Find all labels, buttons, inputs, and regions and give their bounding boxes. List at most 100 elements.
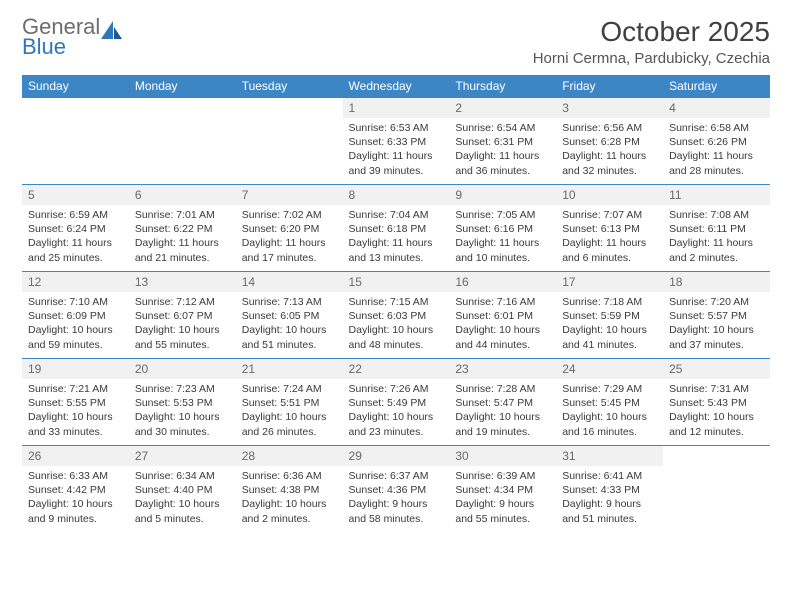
day-info-line: and 55 minutes. [135,338,230,352]
day-info-line: Sunset: 6:11 PM [669,222,764,236]
weekday-header: Friday [556,75,663,98]
day-info-line: Sunrise: 6:54 AM [455,121,550,135]
day-info-line: Daylight: 10 hours [669,323,764,337]
weekday-header-row: Sunday Monday Tuesday Wednesday Thursday… [22,75,770,98]
day-info: Sunrise: 7:20 AMSunset: 5:57 PMDaylight:… [663,292,770,358]
day-info: Sunrise: 7:08 AMSunset: 6:11 PMDaylight:… [663,205,770,271]
calendar-cell: 16Sunrise: 7:16 AMSunset: 6:01 PMDayligh… [449,272,556,359]
calendar-cell: 21Sunrise: 7:24 AMSunset: 5:51 PMDayligh… [236,359,343,446]
day-info-line: Sunrise: 6:33 AM [28,469,123,483]
day-info-line: and 36 minutes. [455,164,550,178]
day-info: Sunrise: 6:59 AMSunset: 6:24 PMDaylight:… [22,205,129,271]
day-number: 25 [663,359,770,379]
day-info-line: Daylight: 10 hours [28,410,123,424]
day-info: Sunrise: 6:56 AMSunset: 6:28 PMDaylight:… [556,118,663,184]
day-info-line: and 51 minutes. [562,512,657,526]
day-info-line: Sunset: 6:22 PM [135,222,230,236]
calendar-cell: 26Sunrise: 6:33 AMSunset: 4:42 PMDayligh… [22,446,129,533]
day-info-line: and 23 minutes. [349,425,444,439]
day-info-line: Sunrise: 7:10 AM [28,295,123,309]
day-info-line: Sunset: 4:40 PM [135,483,230,497]
day-info-line: and 17 minutes. [242,251,337,265]
day-info-line: Sunset: 4:34 PM [455,483,550,497]
day-info: Sunrise: 6:54 AMSunset: 6:31 PMDaylight:… [449,118,556,184]
day-info: Sunrise: 7:29 AMSunset: 5:45 PMDaylight:… [556,379,663,445]
day-number: 28 [236,446,343,466]
day-number: 18 [663,272,770,292]
location-text: Horni Cermna, Pardubicky, Czechia [533,50,770,67]
calendar-cell: 0x [129,98,236,185]
day-info-line: Daylight: 10 hours [242,497,337,511]
day-info-line: and 9 minutes. [28,512,123,526]
day-info-line: Daylight: 10 hours [669,410,764,424]
day-info-line: and 30 minutes. [135,425,230,439]
day-info-line: Sunrise: 7:15 AM [349,295,444,309]
day-info-line: Sunrise: 7:29 AM [562,382,657,396]
day-info-line: Sunrise: 7:01 AM [135,208,230,222]
day-info-line: Sunset: 4:42 PM [28,483,123,497]
calendar-cell: 18Sunrise: 7:20 AMSunset: 5:57 PMDayligh… [663,272,770,359]
day-info-line: Sunrise: 7:26 AM [349,382,444,396]
calendar-table: Sunday Monday Tuesday Wednesday Thursday… [22,75,770,532]
day-info-line: Daylight: 11 hours [562,236,657,250]
day-number: 24 [556,359,663,379]
day-info-line: and 55 minutes. [455,512,550,526]
calendar-cell: 30Sunrise: 6:39 AMSunset: 4:34 PMDayligh… [449,446,556,533]
day-info: Sunrise: 7:21 AMSunset: 5:55 PMDaylight:… [22,379,129,445]
weekday-header: Wednesday [343,75,450,98]
day-number: 10 [556,185,663,205]
day-info-line: Sunset: 6:01 PM [455,309,550,323]
day-info-line: Sunrise: 7:20 AM [669,295,764,309]
day-info-line: Sunset: 5:43 PM [669,396,764,410]
calendar-cell: 14Sunrise: 7:13 AMSunset: 6:05 PMDayligh… [236,272,343,359]
day-info-line: Sunset: 5:47 PM [455,396,550,410]
calendar-cell: 6Sunrise: 7:01 AMSunset: 6:22 PMDaylight… [129,185,236,272]
day-info-line: Sunrise: 7:23 AM [135,382,230,396]
calendar-cell: 1Sunrise: 6:53 AMSunset: 6:33 PMDaylight… [343,98,450,185]
day-info-line: Sunrise: 7:13 AM [242,295,337,309]
day-info-line: and 39 minutes. [349,164,444,178]
weekday-header: Tuesday [236,75,343,98]
calendar-row: 0x0x0x1Sunrise: 6:53 AMSunset: 6:33 PMDa… [22,98,770,185]
day-info-line: and 19 minutes. [455,425,550,439]
day-number: 13 [129,272,236,292]
day-info: Sunrise: 7:26 AMSunset: 5:49 PMDaylight:… [343,379,450,445]
day-info-line: Sunset: 6:20 PM [242,222,337,236]
calendar-cell: 0x [236,98,343,185]
day-number: 17 [556,272,663,292]
day-info-line: Sunrise: 6:56 AM [562,121,657,135]
day-number: 11 [663,185,770,205]
day-number: 14 [236,272,343,292]
day-info-line: Daylight: 10 hours [242,323,337,337]
day-info-line: Sunset: 6:16 PM [455,222,550,236]
day-info-line: Daylight: 9 hours [455,497,550,511]
day-info-line: Sunset: 6:28 PM [562,135,657,149]
weekday-header: Saturday [663,75,770,98]
day-info-line: Sunset: 5:53 PM [135,396,230,410]
day-info-line: Daylight: 11 hours [242,236,337,250]
day-info: Sunrise: 7:23 AMSunset: 5:53 PMDaylight:… [129,379,236,445]
day-info-line: Daylight: 11 hours [455,236,550,250]
day-info-line: Sunset: 4:33 PM [562,483,657,497]
calendar-cell: 31Sunrise: 6:41 AMSunset: 4:33 PMDayligh… [556,446,663,533]
day-number: 8 [343,185,450,205]
day-info-line: Sunset: 4:38 PM [242,483,337,497]
calendar-cell: 12Sunrise: 7:10 AMSunset: 6:09 PMDayligh… [22,272,129,359]
day-info-line: Daylight: 10 hours [135,323,230,337]
day-info-line: Sunrise: 6:59 AM [28,208,123,222]
day-info-line: Sunset: 6:18 PM [349,222,444,236]
day-number: 1 [343,98,450,118]
day-info-line: Sunrise: 7:02 AM [242,208,337,222]
day-info-line: Sunrise: 7:31 AM [669,382,764,396]
day-info-line: Daylight: 10 hours [28,323,123,337]
day-number: 7 [236,185,343,205]
day-number: 23 [449,359,556,379]
day-info: Sunrise: 7:24 AMSunset: 5:51 PMDaylight:… [236,379,343,445]
day-info-line: Daylight: 11 hours [455,149,550,163]
day-info-line: Daylight: 10 hours [28,497,123,511]
calendar-cell: 7 Sunrise: 7:02 AMSunset: 6:20 PMDaylight… [236,185,343,272]
day-number: 19 [22,359,129,379]
calendar-row: 19Sunrise: 7:21 AMSunset: 5:55 PMDayligh… [22,359,770,446]
day-number: 12 [22,272,129,292]
day-number: 4 [663,98,770,118]
